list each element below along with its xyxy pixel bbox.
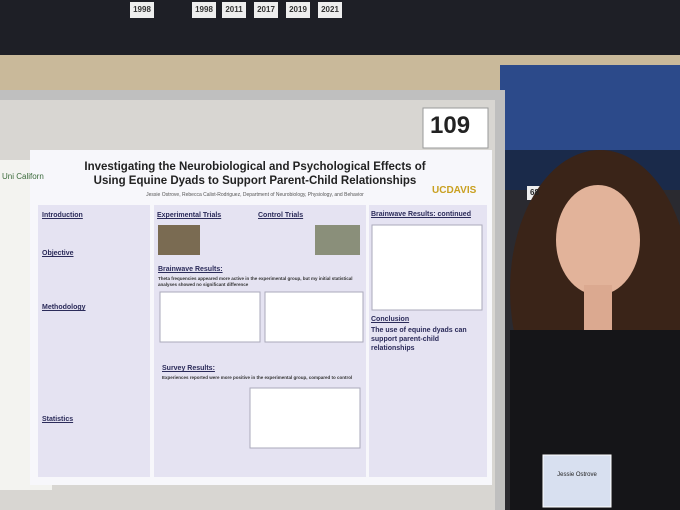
poster-column [38,205,150,477]
badge-name: Jessie Ostrove [557,472,597,478]
banner: 2021 [318,2,342,18]
chart-figure [264,291,364,343]
photo-figure [158,225,200,255]
section-heading: Introduction [42,212,83,219]
section-text: Experiences reported were more positive … [162,375,353,380]
poster-number: 109 [430,112,471,139]
chart-figure [159,291,261,343]
banner: 2017 [254,2,278,18]
section-heading: Experimental Trials [157,212,222,219]
section-heading: Objective [42,250,74,257]
section-heading: Brainwave Results: [158,266,223,273]
badge [542,454,612,508]
face [556,185,640,295]
conclusion-text: The use of equine dyads can support pare… [371,327,467,352]
logo: UCDAVIS [432,185,477,196]
banner: 1998 [192,2,216,18]
section-heading: Conclusion [371,316,410,323]
banner: 2011 [222,2,246,18]
banner: 2019 [286,2,310,18]
section-heading: Control Trials [258,212,304,219]
sign-number: 68 [530,188,539,197]
number-card [422,107,489,149]
section-text: Theta frequencies appeared more active i… [158,276,353,287]
section-heading: Brainwave Results: continued [371,211,471,218]
photo-figure [315,225,360,255]
neck [584,285,612,330]
poster-title: Investigating the Neurobiological and Ps… [84,161,426,187]
chart-figure [249,387,361,449]
left-poster-title: Uni Californ [2,172,44,181]
chart-figure [371,224,483,311]
section-heading: Statistics [42,416,74,423]
section-heading: Methodology [42,304,86,311]
poster-authors: Jessie Ostrove, Rebecca Calixt-Rodriguez… [146,192,364,198]
banner: 1998 [130,2,154,18]
section-heading: Survey Results: [162,365,215,372]
